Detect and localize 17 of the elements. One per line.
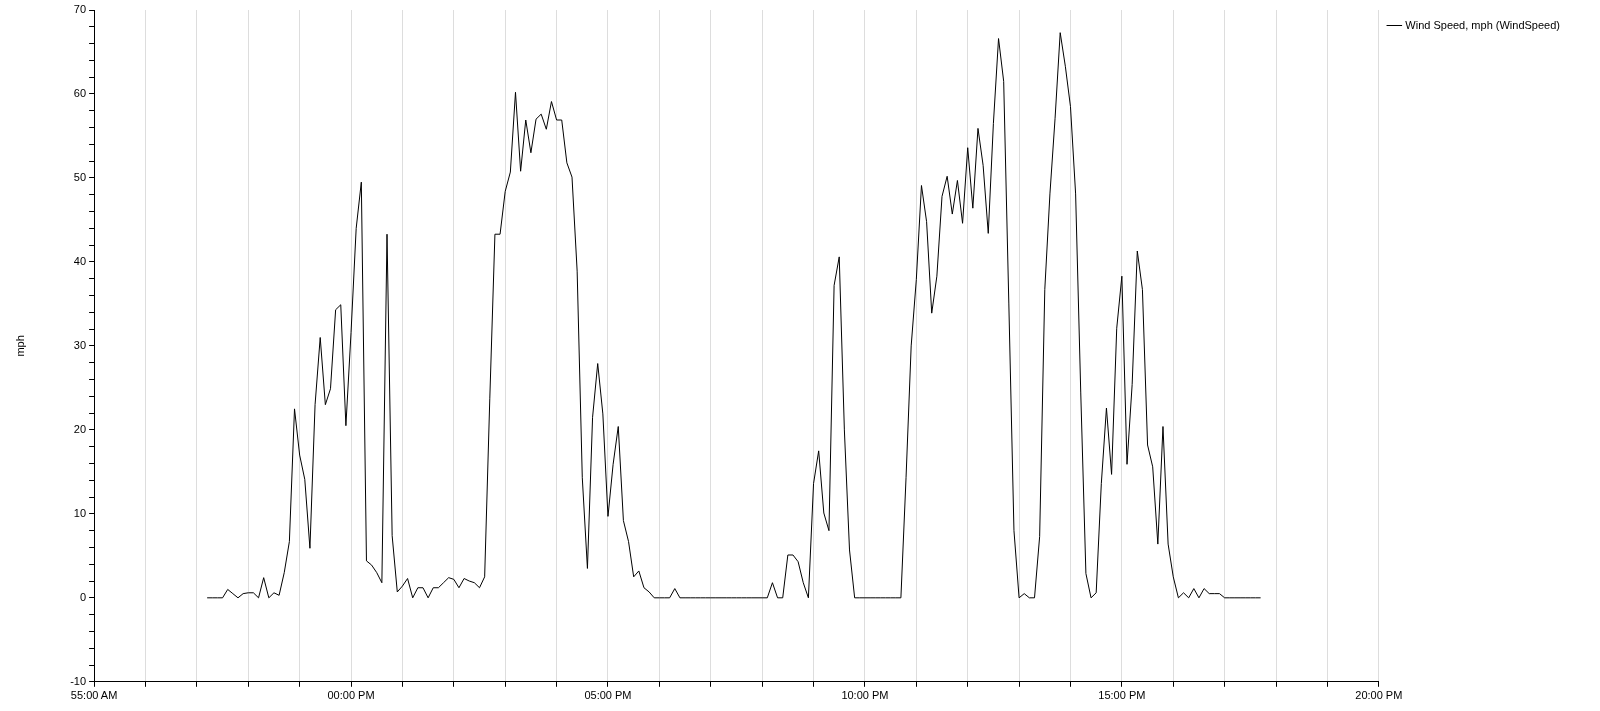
y-tick-label: 50 [73, 170, 87, 183]
legend-label: Wind Speed, mph (WindSpeed) [1405, 18, 1560, 31]
x-tick-label: 05:00 PM [584, 689, 632, 702]
y-axis-title: mph [13, 335, 26, 357]
y-tick-label: 60 [73, 87, 87, 100]
y-tick-label: 0 [79, 590, 87, 603]
x-tick-label: 55:00 AM [70, 689, 118, 702]
x-tick-label: 15:00 PM [1098, 689, 1146, 702]
y-tick-label: -10 [70, 674, 87, 687]
y-tick-label: 10 [73, 506, 87, 519]
y-tick-label: 20 [73, 422, 87, 435]
x-tick-label: 20:00 PM [1355, 689, 1403, 702]
x-tick-label: 00:00 PM [327, 689, 375, 702]
y-tick-label: 30 [73, 338, 87, 351]
y-tick-label: 70 [73, 3, 87, 16]
y-tick-label: 40 [73, 254, 87, 267]
x-tick-label: 10:00 PM [841, 689, 889, 702]
